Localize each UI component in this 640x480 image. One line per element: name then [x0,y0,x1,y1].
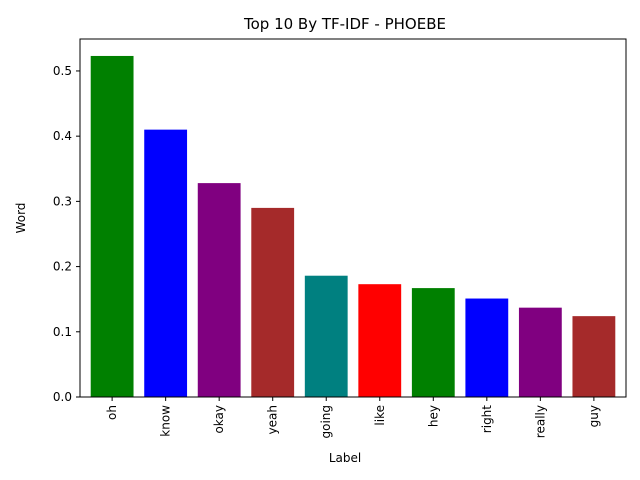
x-tick-label-hey: hey [426,405,440,427]
y-axis-label: Word [14,203,28,234]
y-tick-label: 0.4 [53,129,72,143]
x-axis-ticks: oh know okay yeah going like hey right really guy [105,397,601,439]
x-tick-label-know: know [159,405,173,437]
bar-know [144,129,188,397]
bar-right [465,298,509,397]
bars-group [90,55,616,397]
bar-yeah [251,207,295,397]
bar-oh [90,55,134,397]
bar-hey [411,288,455,397]
x-axis-label: Label [329,451,361,465]
y-tick-label: 0.2 [53,260,72,274]
bar-really [518,307,562,397]
x-tick-label-right: right [480,405,494,433]
x-tick-label-going: going [319,405,333,439]
x-tick-label-okay: okay [212,405,226,434]
x-tick-label-guy: guy [587,405,601,427]
bar-okay [197,183,241,397]
x-tick-label-oh: oh [105,405,119,420]
bar-like [358,284,402,397]
y-tick-label: 0.0 [53,390,72,404]
y-tick-label: 0.3 [53,194,72,208]
y-tick-label: 0.1 [53,325,72,339]
y-tick-label: 0.5 [53,64,72,78]
x-tick-label-really: really [533,405,547,438]
x-tick-label-yeah: yeah [266,405,280,434]
bar-going [304,275,348,397]
plot-frame [79,38,627,398]
bar-guy [572,316,616,397]
y-axis-ticks: 0.0 0.1 0.2 0.3 0.4 0.5 [53,64,80,404]
x-tick-label-like: like [373,405,387,426]
chart-title: Top 10 By TF-IDF - PHOEBE [243,15,446,33]
